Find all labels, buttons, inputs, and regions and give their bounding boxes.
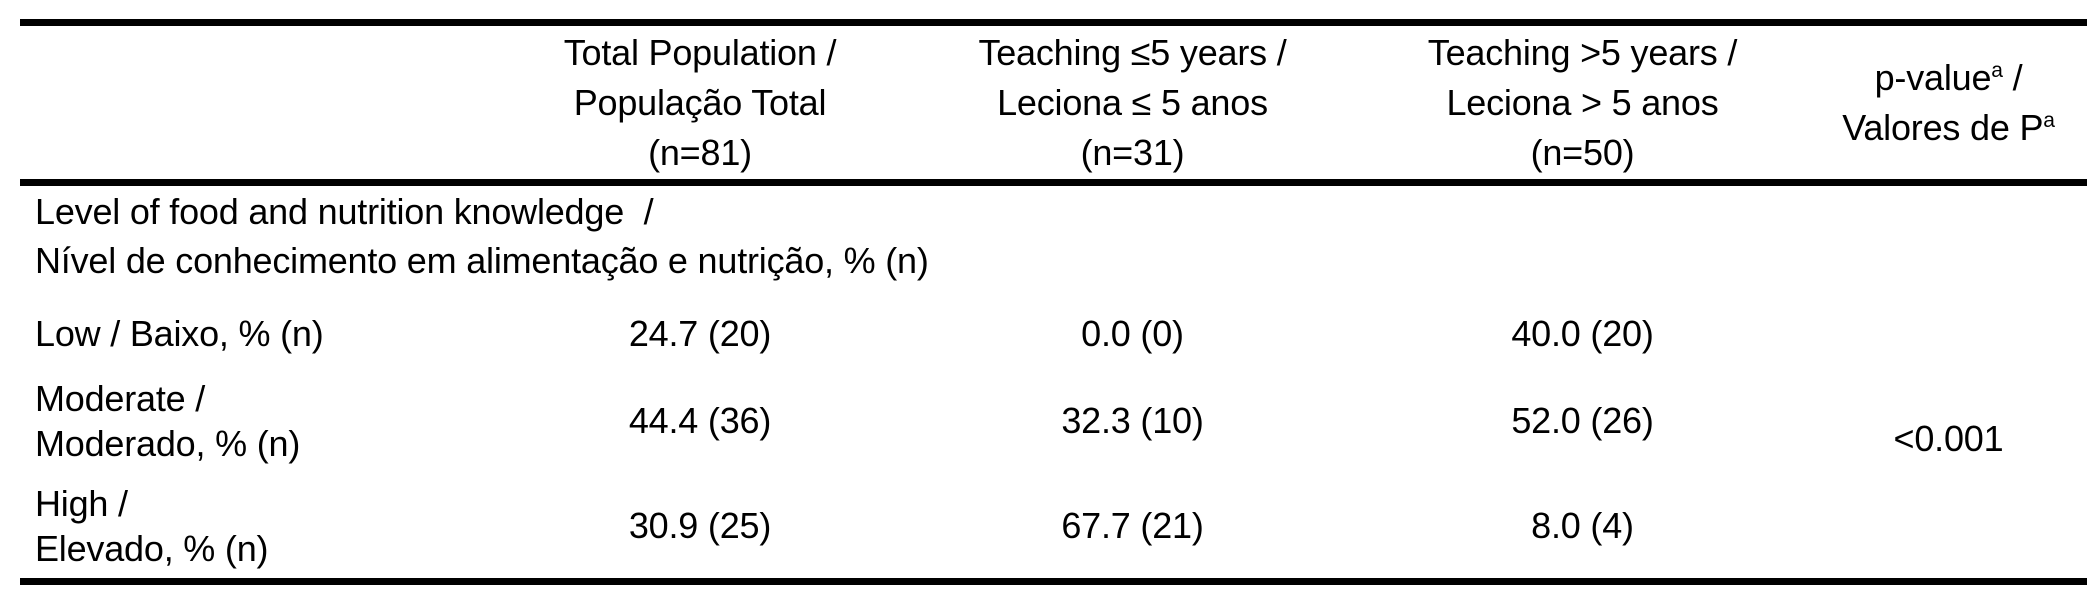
row-label-moderate-line1: Moderate / [35, 378, 206, 419]
header-teaching-le5-n: (n=31) [1080, 131, 1185, 173]
header-p-value: p-valuea / Valores de Pa [1810, 23, 2087, 183]
cell-low-teaching-le5: 0.0 (0) [1081, 312, 1184, 354]
header-teaching-gt5: Teaching >5 years / Leciona > 5 anos (n=… [1355, 23, 1810, 183]
header-row: Total Population / População Total (n=81… [20, 23, 2087, 183]
section-header-en: Level of food and nutrition knowledge / [35, 190, 654, 232]
header-teaching-gt5-n: (n=50) [1530, 131, 1635, 173]
header-teaching-le5-pt: Leciona ≤ 5 anos [997, 81, 1268, 123]
row-label-high: High / Elevado, % (n) [20, 475, 490, 582]
header-total-population-pt: População Total [573, 81, 827, 123]
row-label-low-line1: Low / Baixo, % (n) [35, 313, 324, 354]
row-label-high-line1: High / [35, 483, 128, 525]
row-label-high-line2: Elevado, % (n) [35, 528, 269, 570]
header-empty-cell [20, 23, 490, 183]
table-row-low: Low / Baixo, % (n) 24.7 (20) 0.0 (0) 40.… [20, 300, 2087, 459]
row-label-low: Low / Baixo, % (n) [20, 300, 490, 368]
header-teaching-gt5-en: Teaching >5 years / [1427, 31, 1738, 73]
cell-moderate-total: 44.4 (36) [628, 400, 772, 441]
header-p-value-pt: Valores de Pa [1810, 103, 2087, 153]
section-header-cell: Level of food and nutrition knowledge / … [20, 183, 2087, 300]
header-total-population-n: (n=81) [648, 131, 752, 173]
header-p-value-en-slash: / [2002, 56, 2023, 98]
cell-high-teaching-le5: 67.7 (21) [1061, 505, 1204, 547]
cell-high-teaching-gt5: 8.0 (4) [1531, 505, 1634, 547]
footnote-marker-a-pt: a [2043, 108, 2055, 132]
footnote-marker-a: a [1991, 58, 2003, 82]
table-row-high: High / Elevado, % (n) 30.9 (25) 67.7 (21… [20, 475, 2087, 582]
section-header-pt: Nível de conhecimento em alimentação e n… [35, 239, 929, 281]
header-total-population-en: Total Population / [563, 31, 837, 73]
header-teaching-le5-en: Teaching ≤5 years / [978, 31, 1287, 73]
cell-moderate-teaching-gt5: 52.0 (26) [1511, 400, 1654, 441]
header-teaching-gt5-pt: Leciona > 5 anos [1446, 81, 1719, 123]
cell-low-total: 24.7 (20) [628, 312, 772, 354]
row-label-moderate-line2: Moderado, % (n) [35, 423, 301, 464]
table-row-moderate: Moderate / Moderado, % (n) 44.4 (36) 32.… [20, 368, 2087, 475]
section-header-row: Level of food and nutrition knowledge / … [20, 183, 2087, 300]
paper-table-container: Total Population / População Total (n=81… [20, 19, 2087, 585]
cell-moderate-teaching-le5: 32.3 (10) [1061, 400, 1204, 441]
header-p-value-en: p-valuea / [1810, 53, 2087, 103]
row-label-moderate: Moderate / Moderado, % (n) [20, 368, 490, 475]
table-header: Total Population / População Total (n=81… [20, 23, 2087, 183]
header-p-value-en-text: p-value [1874, 56, 1992, 98]
cell-low-teaching-gt5: 40.0 (20) [1511, 312, 1654, 354]
cell-p-value: <0.001 [1893, 417, 2004, 459]
table-body: Level of food and nutrition knowledge / … [20, 183, 2087, 582]
header-p-value-pt-text: Valores de P [1842, 106, 2044, 148]
header-teaching-le5: Teaching ≤5 years / Leciona ≤ 5 anos (n=… [910, 23, 1355, 183]
cell-high-total: 30.9 (25) [628, 505, 772, 547]
header-total-population: Total Population / População Total (n=81… [490, 23, 910, 183]
results-table: Total Population / População Total (n=81… [20, 19, 2087, 585]
